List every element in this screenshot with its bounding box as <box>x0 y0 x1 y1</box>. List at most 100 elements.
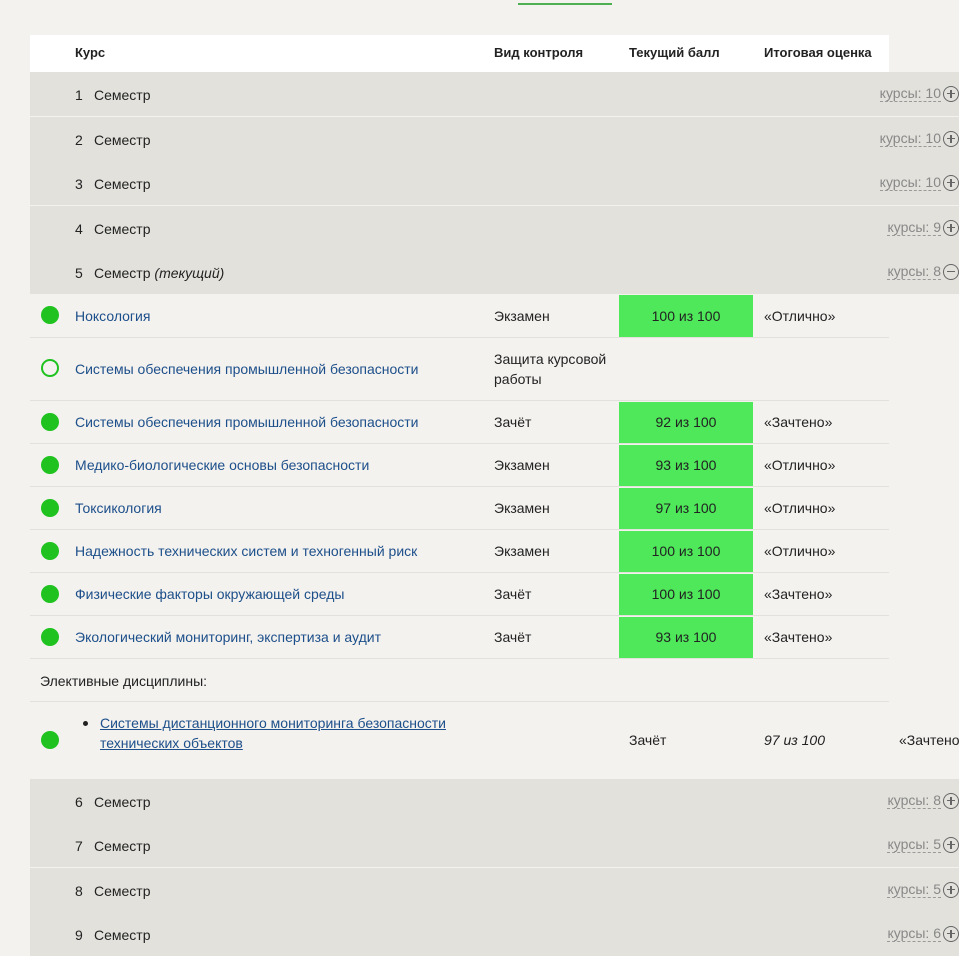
semester-number: 6 <box>75 794 83 810</box>
completed-status-icon <box>41 456 59 474</box>
control-type: Зачёт <box>494 629 532 645</box>
control-type: Экзамен <box>494 457 550 473</box>
expand-plus-icon[interactable] <box>943 174 959 191</box>
expand-plus-icon[interactable] <box>943 836 959 853</box>
semester-course-count[interactable]: курсы: 10 <box>879 85 959 102</box>
score-badge: 93 из 100 <box>619 445 753 486</box>
current-score: 97 из 100 <box>764 732 826 748</box>
semester-number: 9 <box>75 927 83 943</box>
course-link[interactable]: Экологический мониторинг, экспертиза и а… <box>75 629 381 645</box>
course-link[interactable]: Надежность технических систем и техноген… <box>75 543 418 559</box>
course-row: Системы обеспечения промышленной безопас… <box>30 401 889 444</box>
final-grade: «Отлично» <box>764 543 836 559</box>
semester-course-count[interactable]: курсы: 8 <box>887 792 959 809</box>
semester-course-count[interactable]: курсы: 8 <box>887 263 959 280</box>
score-badge: 97 из 100 <box>619 488 753 529</box>
completed-status-icon <box>41 585 59 603</box>
expand-plus-icon[interactable] <box>943 130 959 147</box>
semester-course-count[interactable]: курсы: 9 <box>887 219 959 236</box>
semester-row-2[interactable]: 2 Семестр курсы: 10 <box>30 117 959 161</box>
course-link[interactable]: Медико-биологические основы безопасности <box>75 457 370 473</box>
semester-label: Семестр <box>94 176 151 192</box>
completed-status-icon <box>41 628 59 646</box>
semester-label: Семестр (текущий) <box>94 265 225 281</box>
electives-heading: Элективные дисциплины: <box>40 673 208 689</box>
semester-row-3[interactable]: 3 Семестр курсы: 10 <box>30 161 959 205</box>
final-grade: «Зачтено <box>899 732 959 748</box>
course-row: Медико-биологические основы безопасности… <box>30 444 889 487</box>
expand-plus-icon[interactable] <box>943 219 959 236</box>
elective-row: Системы дистанционного мониторинга безоп… <box>30 702 959 778</box>
header-control-type: Вид контроля <box>494 45 584 60</box>
semester-number: 1 <box>75 87 83 103</box>
semester-label: Семестр <box>94 87 151 103</box>
course-link[interactable]: Системы обеспечения промышленной безопас… <box>75 361 419 377</box>
final-grade: «Отлично» <box>764 500 836 516</box>
semester-row-4[interactable]: 4 Семестр курсы: 9 <box>30 206 959 250</box>
course-row: Физические факторы окружающей среды Зачё… <box>30 573 889 616</box>
control-type: Экзамен <box>494 543 550 559</box>
semester-row-9[interactable]: 9 Семестр курсы: 6 <box>30 912 959 956</box>
semester-row-6[interactable]: 6 Семестр курсы: 8 <box>30 779 959 823</box>
bullet-icon <box>83 721 88 726</box>
header-current-score: Текущий балл <box>629 45 720 60</box>
semester-row-1[interactable]: 1 Семестр курсы: 10 <box>30 72 959 116</box>
elective-course-link[interactable]: Системы дистанционного мониторинга безоп… <box>100 715 446 751</box>
semester-course-count[interactable]: курсы: 5 <box>887 836 959 853</box>
semester-label: Семестр <box>94 838 151 854</box>
score-badge: 100 из 100 <box>619 295 753 337</box>
control-type: Зачёт <box>494 414 532 430</box>
control-type: Экзамен <box>494 308 550 324</box>
control-type: Зачёт <box>494 586 532 602</box>
header-final-grade: Итоговая оценка <box>764 45 872 60</box>
score-badge: 93 из 100 <box>619 617 753 658</box>
expand-plus-icon[interactable] <box>943 881 959 898</box>
semester-label: Семестр <box>94 794 151 810</box>
semester-number: 7 <box>75 838 83 854</box>
control-type: Экзамен <box>494 500 550 516</box>
semester-label: Семестр <box>94 132 151 148</box>
course-link[interactable]: Системы обеспечения промышленной безопас… <box>75 414 419 430</box>
score-badge: 92 из 100 <box>619 402 753 443</box>
course-link[interactable]: Токсикология <box>75 500 162 516</box>
completed-status-icon <box>41 413 59 431</box>
table-header: Курс Вид контроля Текущий балл Итоговая … <box>30 35 889 72</box>
semester-number: 2 <box>75 132 83 148</box>
active-tab-indicator <box>518 3 612 5</box>
course-link[interactable]: Ноксология <box>75 308 151 324</box>
course-row: Токсикология Экзамен 97 из 100 «Отлично» <box>30 487 889 530</box>
control-type: Защита курсовой работы <box>494 351 607 387</box>
score-badge: 100 из 100 <box>619 531 753 572</box>
semester-course-count[interactable]: курсы: 10 <box>879 130 959 147</box>
semester-number: 5 <box>75 265 83 281</box>
semester-course-count[interactable]: курсы: 6 <box>887 925 959 942</box>
collapse-minus-icon[interactable] <box>943 263 959 280</box>
semester-number: 4 <box>75 221 83 237</box>
semester-number: 8 <box>75 883 83 899</box>
final-grade: «Зачтено» <box>764 414 833 430</box>
final-grade: «Отлично» <box>764 457 836 473</box>
course-row: Системы обеспечения промышленной безопас… <box>30 338 889 401</box>
semester-row-5-current[interactable]: 5 Семестр (текущий) курсы: 8 <box>30 250 959 294</box>
completed-status-icon <box>41 731 59 749</box>
semester-course-count[interactable]: курсы: 5 <box>887 881 959 898</box>
expand-plus-icon[interactable] <box>943 85 959 102</box>
semester-row-7[interactable]: 7 Семестр курсы: 5 <box>30 823 959 867</box>
completed-status-icon <box>41 542 59 560</box>
final-grade: «Зачтено» <box>764 586 833 602</box>
expand-plus-icon[interactable] <box>943 792 959 809</box>
header-course: Курс <box>75 45 106 60</box>
pending-status-icon <box>41 359 59 377</box>
semester-row-8[interactable]: 8 Семестр курсы: 5 <box>30 868 959 912</box>
current-marker: (текущий) <box>154 265 225 281</box>
semester-label: Семестр <box>94 927 151 943</box>
semester-course-count[interactable]: курсы: 10 <box>879 174 959 191</box>
course-link[interactable]: Физические факторы окружающей среды <box>75 586 345 602</box>
expand-plus-icon[interactable] <box>943 925 959 942</box>
divider <box>30 701 889 702</box>
semester-number: 3 <box>75 176 83 192</box>
course-row: Экологический мониторинг, экспертиза и а… <box>30 616 889 659</box>
control-type: Зачёт <box>629 732 667 748</box>
course-row: Надежность технических систем и техноген… <box>30 530 889 573</box>
completed-status-icon <box>41 499 59 517</box>
